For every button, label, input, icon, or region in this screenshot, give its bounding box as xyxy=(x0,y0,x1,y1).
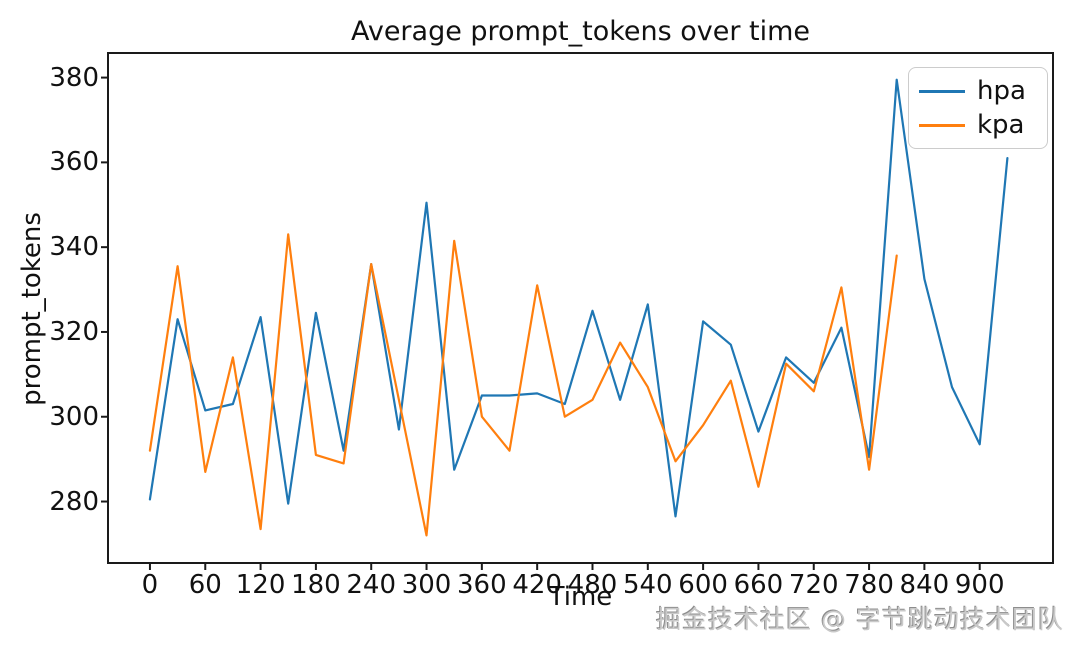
y-tick-label: 380 xyxy=(49,62,99,93)
series-line-hpa xyxy=(148,78,1009,518)
x-tick-label: 360 xyxy=(457,570,507,600)
chart-title: Average prompt_tokens over time xyxy=(350,16,811,47)
x-tick-label: 0 xyxy=(141,570,159,600)
axes-spines xyxy=(107,52,1054,564)
x-tick-label: 60 xyxy=(188,570,222,600)
y-tick-label: 340 xyxy=(49,232,99,263)
x-tick-label: 660 xyxy=(733,570,784,600)
legend-entry-kpa: kpa xyxy=(919,112,1037,138)
x-tick-label: 780 xyxy=(844,570,894,600)
x-tick-label: 300 xyxy=(401,570,452,600)
x-tick-label: 720 xyxy=(788,570,839,600)
legend-label-hpa: hpa xyxy=(977,76,1026,106)
x-tick-label: 240 xyxy=(346,570,397,600)
kpa-line-swatch xyxy=(919,123,965,127)
y-tick-label: 320 xyxy=(49,316,99,347)
series-line-kpa xyxy=(148,233,898,537)
x-tick-label: 120 xyxy=(235,570,286,600)
hpa-line-swatch xyxy=(919,89,965,93)
x-tick-label: 840 xyxy=(899,570,950,600)
x-tick-label: 600 xyxy=(678,570,728,600)
y-tick-label: 280 xyxy=(49,486,99,517)
legend-entry-hpa: hpa xyxy=(919,78,1037,104)
x-tick-label: 900 xyxy=(954,570,1005,600)
legend: hpa kpa xyxy=(908,67,1048,149)
x-tick-label: 540 xyxy=(622,570,673,600)
x-tick-label: 420 xyxy=(512,570,562,600)
watermark-text: 掘金技术社区 @ 字节跳动技术团队 xyxy=(656,605,1064,634)
legend-label-kpa: kpa xyxy=(977,110,1025,140)
x-axis-label: Time xyxy=(548,582,613,612)
y-tick-label: 300 xyxy=(49,401,99,432)
y-tick-label: 360 xyxy=(49,147,99,178)
x-tick-label: 180 xyxy=(291,570,341,600)
x-tick-label: 480 xyxy=(567,570,618,600)
